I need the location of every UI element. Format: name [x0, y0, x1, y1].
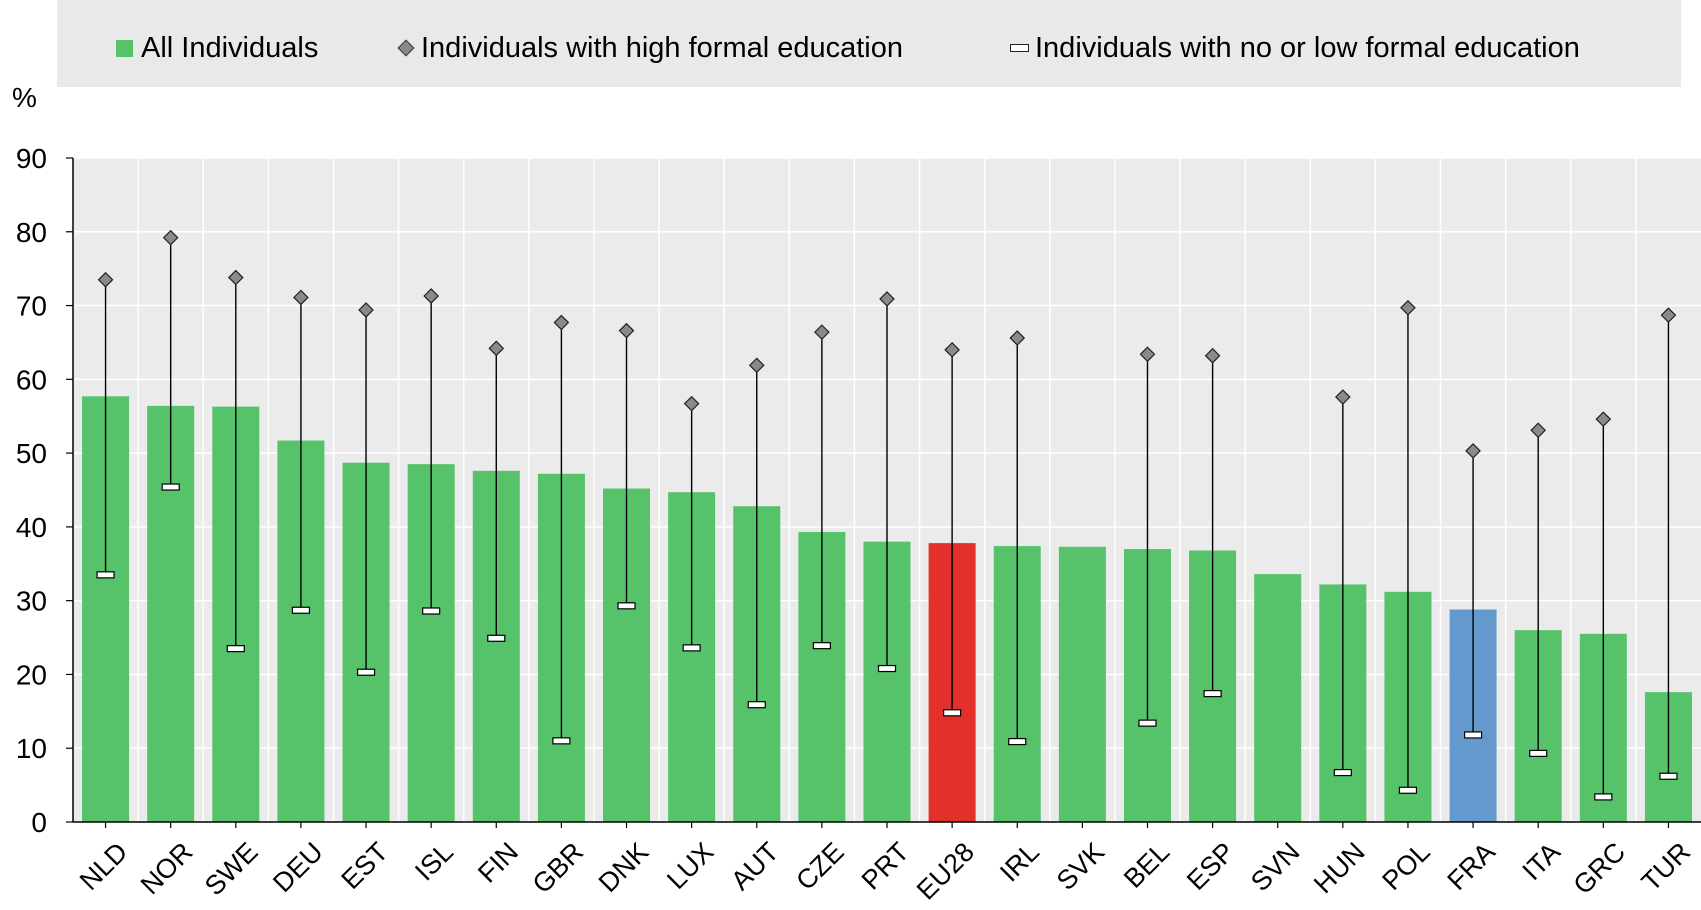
high-education-marker-irl — [1009, 330, 1026, 346]
high-education-marker-est — [358, 302, 374, 318]
y-tick-label: 60 — [16, 364, 47, 395]
high-education-marker-grc — [1595, 411, 1612, 428]
low-education-marker-fin — [487, 634, 506, 642]
high-education-marker-fin — [488, 340, 505, 357]
high-education-marker-isl — [423, 288, 440, 304]
low-education-marker-ita — [1529, 749, 1548, 757]
low-education-marker-gbr — [552, 737, 571, 745]
x-tick-label: SVK — [1051, 837, 1110, 896]
low-education-marker-esp — [1203, 690, 1222, 698]
high-education-marker-nor — [162, 229, 179, 246]
high-education-marker-gbr — [553, 314, 570, 331]
legend-label-high-education: Individuals with high formal education — [421, 32, 903, 64]
high-education-marker-cze — [814, 324, 830, 340]
bar-svn — [1254, 574, 1302, 822]
x-tick-label: IRL — [994, 837, 1045, 888]
x-tick-label: EST — [336, 837, 394, 895]
x-tick-label: ITA — [1517, 837, 1566, 886]
high-education-marker-bel — [1139, 346, 1156, 363]
low-education-marker-nld — [96, 571, 115, 579]
low-education-marker-pol — [1398, 786, 1418, 794]
low-education-marker-aut — [747, 701, 766, 709]
low-education-marker-isl — [422, 607, 441, 615]
x-tick-label: EU28 — [911, 837, 980, 906]
high-education-marker-eu28 — [944, 341, 960, 358]
high-education-marker-tur — [1660, 307, 1677, 323]
x-tick-label: PRT — [856, 837, 915, 896]
chart-legend: All Individuals Individuals with high fo… — [57, 0, 1681, 87]
green-square-icon — [116, 39, 133, 57]
x-tick-label: NLD — [74, 837, 133, 896]
high-education-marker-aut — [748, 357, 765, 374]
bar-svk — [1058, 546, 1106, 822]
x-tick-label: POL — [1376, 837, 1435, 896]
legend-item-low-education: Individuals with no or low formal educat… — [1010, 30, 1580, 66]
x-tick-label: BEL — [1118, 837, 1175, 894]
legend-item-high-education: Individuals with high formal education — [397, 30, 903, 66]
x-tick-label: ESP — [1181, 837, 1240, 896]
high-education-marker-prt — [879, 291, 895, 307]
legend-item-all-individuals: All Individuals — [116, 30, 318, 66]
low-education-marker-est — [356, 668, 376, 676]
high-education-marker-lux — [683, 395, 700, 412]
y-axis-unit-label: % — [12, 82, 37, 113]
x-tick-label: DEU — [267, 837, 329, 899]
x-tick-label: SWE — [199, 837, 264, 902]
high-education-marker-esp — [1204, 347, 1221, 364]
y-tick-label: 40 — [16, 512, 47, 543]
low-education-marker-prt — [877, 664, 897, 673]
y-tick-label: 30 — [16, 586, 47, 617]
y-tick-label: 90 — [16, 143, 47, 174]
x-tick-label: SVN — [1245, 837, 1305, 897]
high-education-marker-dnk — [618, 322, 635, 339]
x-tick-label: DNK — [593, 837, 655, 899]
low-education-marker-irl — [1008, 737, 1027, 746]
x-tick-label: CZE — [790, 837, 849, 896]
low-education-marker-swe — [226, 645, 245, 653]
x-tick-label: LUX — [661, 837, 719, 895]
x-tick-label: FIN — [472, 837, 524, 889]
high-education-marker-nld — [97, 271, 114, 288]
x-tick-label: GBR — [527, 837, 590, 900]
low-education-marker-eu28 — [943, 709, 962, 717]
low-education-marker-deu — [291, 606, 311, 614]
y-tick-label: 50 — [16, 438, 47, 469]
high-education-marker-pol — [1400, 299, 1416, 316]
low-education-marker-bel — [1138, 719, 1157, 727]
y-tick-label: 70 — [16, 291, 47, 322]
low-education-marker-dnk — [617, 602, 636, 610]
low-education-marker-fra — [1463, 731, 1483, 739]
x-tick-label: ISL — [409, 837, 459, 887]
low-education-marker-hun — [1333, 768, 1352, 777]
x-tick-label: TUR — [1636, 837, 1696, 897]
y-tick-label: 0 — [31, 807, 47, 838]
x-tick-label: AUT — [725, 837, 784, 896]
x-tick-label: FRA — [1442, 837, 1501, 896]
y-tick-label: 20 — [16, 659, 47, 690]
x-tick-label: HUN — [1308, 837, 1371, 900]
legend-label-low-education: Individuals with no or low formal educat… — [1035, 32, 1580, 64]
low-education-marker-tur — [1659, 772, 1678, 780]
high-education-marker-ita — [1530, 422, 1547, 439]
legend-label-all-individuals: All Individuals — [141, 32, 319, 64]
low-education-marker-cze — [812, 642, 831, 650]
high-education-marker-deu — [293, 289, 309, 306]
high-education-marker-fra — [1465, 443, 1481, 459]
y-tick-label: 10 — [16, 733, 47, 764]
high-education-marker-hun — [1334, 389, 1351, 405]
low-education-marker-grc — [1594, 793, 1613, 801]
x-tick-label: GRC — [1568, 837, 1632, 901]
high-education-marker-swe — [227, 269, 244, 286]
low-education-marker-nor — [161, 483, 180, 491]
dash-marker-icon — [1010, 44, 1029, 52]
x-tick-label: NOR — [135, 837, 199, 901]
low-education-marker-lux — [682, 644, 701, 652]
y-tick-label: 80 — [16, 217, 47, 248]
